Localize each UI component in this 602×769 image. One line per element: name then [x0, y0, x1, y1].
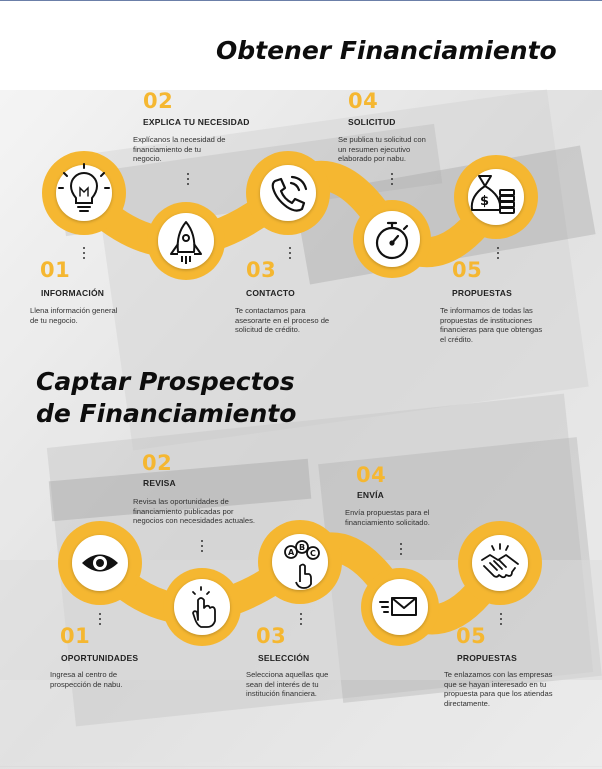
abc-choice-icon: A B C: [284, 540, 320, 589]
connector-dots: [201, 540, 203, 555]
step-number: 04: [356, 463, 387, 487]
svg-text:$: $: [480, 194, 489, 209]
pointer-hand-icon: [192, 586, 216, 628]
step-label: PROPUESTAS: [457, 653, 517, 663]
step-number: 01: [60, 624, 91, 648]
step-number: 02: [143, 89, 174, 113]
step-description: Llena información general de tu negocio.: [30, 306, 118, 325]
step-label: EXPLICA TU NECESIDAD: [143, 117, 250, 127]
connector-dots: [500, 613, 502, 628]
step-number: 05: [452, 258, 483, 282]
money-bag-icon: $: [470, 175, 515, 214]
step-description: Selecciona aquellas que sean del interés …: [246, 670, 329, 699]
step-label: REVISA: [143, 478, 176, 488]
section2-title: Captar Prospectos de Financiamiento: [36, 367, 297, 428]
eye-icon: [82, 554, 118, 572]
connector-dots: [99, 613, 101, 628]
section1-title: Obtener Financiamiento: [216, 36, 557, 65]
step-label: SOLICITUD: [348, 117, 396, 127]
step-number: 04: [348, 89, 379, 113]
step-description: Ingresa al centro de prospección de nabu.: [50, 670, 123, 689]
svg-text:B: B: [299, 543, 305, 552]
stopwatch-icon: [375, 221, 409, 260]
step-description: Envía propuestas para el financiamiento s…: [345, 508, 430, 527]
step-label: ENVÍA: [357, 490, 384, 500]
envelope-icon: [379, 597, 417, 616]
step-description: Te informamos de todas las propuestas de …: [440, 306, 543, 344]
phone-icon: [271, 175, 308, 212]
lightbulb-icon: [58, 163, 110, 212]
step-label: CONTACTO: [246, 288, 295, 298]
rocket-icon: [170, 221, 202, 264]
step-label: OPORTUNIDADES: [61, 653, 139, 663]
connector-dots: [497, 247, 499, 262]
step-description: Revisa las oportunidades de financiamient…: [133, 497, 256, 526]
connector-dots: [289, 247, 291, 262]
handshake-icon: [481, 543, 519, 579]
connector-dots: [400, 543, 402, 558]
step-label: INFORMACIÓN: [41, 288, 105, 298]
step-description: Te enlazamos con las empresas que se haya…: [444, 670, 553, 708]
connector-dots: [83, 247, 85, 262]
step-number: 03: [246, 258, 277, 282]
step-label: SELECCIÓN: [258, 653, 310, 663]
step-label: PROPUESTAS: [452, 288, 512, 298]
step-description: Explícanos la necesidad de financiamiento…: [133, 135, 226, 164]
step-description: Se publica tu solicitud con un resumen ej…: [338, 135, 426, 164]
top-border: [0, 0, 602, 1]
connector-dots: [300, 613, 302, 628]
connector-dots: [187, 173, 189, 188]
step-number: 02: [142, 451, 173, 475]
step-number: 03: [256, 624, 287, 648]
connector-dots: [391, 173, 393, 188]
svg-text:A: A: [288, 548, 295, 557]
step-number: 01: [40, 258, 71, 282]
step-description: Te contactamos para asesorarte en el proc…: [235, 306, 330, 335]
section2-flow: [58, 520, 542, 646]
svg-text:C: C: [310, 549, 316, 558]
step-number: 05: [456, 624, 487, 648]
